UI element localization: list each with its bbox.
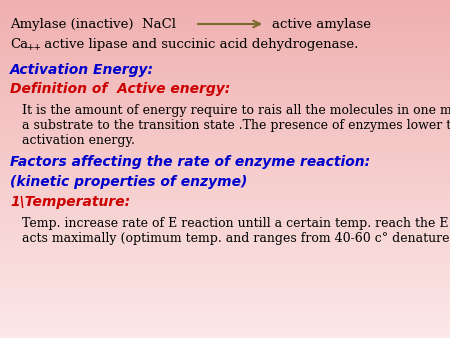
Text: active lipase and succinic acid dehydrogenase.: active lipase and succinic acid dehydrog… — [40, 38, 358, 51]
Text: ++: ++ — [26, 43, 41, 52]
Text: Temp. increase rate of E reaction untill a certain temp. reach the E: Temp. increase rate of E reaction untill… — [22, 217, 449, 230]
Text: a substrate to the transition state .The presence of enzymes lower the: a substrate to the transition state .The… — [22, 119, 450, 132]
Text: Activation Energy:: Activation Energy: — [10, 63, 154, 77]
Text: Factors affecting the rate of enzyme reaction:: Factors affecting the rate of enzyme rea… — [10, 155, 370, 169]
Text: (kinetic properties of enzyme): (kinetic properties of enzyme) — [10, 175, 248, 189]
Text: activation energy.: activation energy. — [22, 134, 135, 147]
Text: Amylase (inactive)  NaCl: Amylase (inactive) NaCl — [10, 18, 176, 31]
Text: 1\Temperature:: 1\Temperature: — [10, 195, 130, 209]
Text: acts maximally (optimum temp. and ranges from 40-60 c° denatured.: acts maximally (optimum temp. and ranges… — [22, 232, 450, 245]
Text: active amylase: active amylase — [272, 18, 371, 31]
Text: Ca: Ca — [10, 38, 28, 51]
Text: Definition of  Active energy:: Definition of Active energy: — [10, 82, 230, 96]
Text: It is the amount of energy require to rais all the molecules in one mole of: It is the amount of energy require to ra… — [22, 104, 450, 117]
